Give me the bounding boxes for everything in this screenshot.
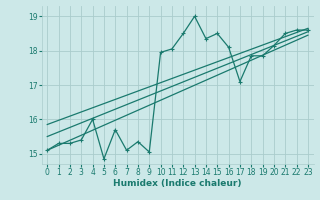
X-axis label: Humidex (Indice chaleur): Humidex (Indice chaleur) xyxy=(113,179,242,188)
